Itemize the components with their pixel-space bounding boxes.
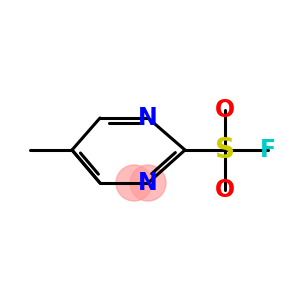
Circle shape — [116, 165, 152, 201]
Text: F: F — [260, 138, 276, 162]
Text: N: N — [138, 171, 158, 195]
Text: O: O — [215, 98, 235, 122]
Text: N: N — [138, 106, 158, 130]
Text: S: S — [215, 136, 235, 164]
Circle shape — [130, 165, 166, 201]
Text: O: O — [215, 178, 235, 202]
